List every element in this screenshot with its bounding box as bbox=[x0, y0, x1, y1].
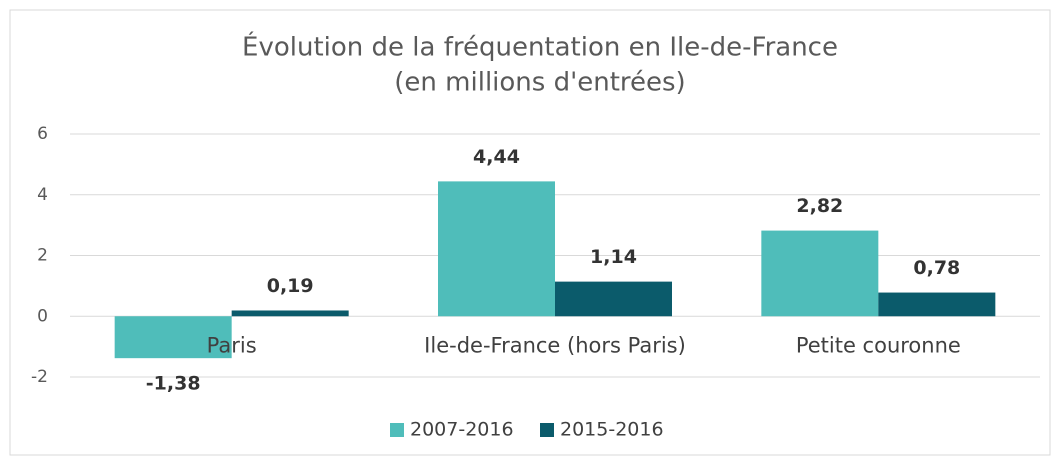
bar bbox=[761, 230, 879, 317]
x-tick-label: Ile-de-France (hors Paris) bbox=[424, 333, 686, 357]
x-tick-label: Petite couronne bbox=[796, 333, 961, 357]
legend-swatch bbox=[540, 423, 554, 437]
data-label: 0,78 bbox=[913, 257, 960, 279]
legend-label: 2007-2016 bbox=[410, 419, 514, 441]
bar bbox=[878, 292, 996, 317]
bar bbox=[231, 310, 349, 317]
legend-label: 2015-2016 bbox=[560, 419, 664, 441]
y-tick-label: 0 bbox=[37, 306, 48, 326]
data-label: 1,14 bbox=[590, 246, 637, 268]
data-label: 4,44 bbox=[473, 146, 520, 168]
y-tick-label: -2 bbox=[31, 367, 48, 387]
chart-subtitle: (en millions d'entrées) bbox=[394, 68, 685, 98]
data-label: 2,82 bbox=[796, 195, 843, 217]
data-label: -1,38 bbox=[146, 373, 201, 395]
y-tick-label: 4 bbox=[37, 185, 48, 205]
y-tick-label: 6 bbox=[37, 124, 48, 144]
bar bbox=[114, 316, 232, 359]
chart-title: Évolution de la fréquentation en Ile-de-… bbox=[242, 31, 838, 63]
data-label: 0,19 bbox=[267, 275, 314, 297]
y-tick-label: 2 bbox=[37, 246, 48, 266]
x-tick-label: Paris bbox=[207, 333, 257, 357]
legend-swatch bbox=[390, 423, 404, 437]
bar bbox=[438, 181, 555, 317]
bar bbox=[555, 281, 672, 317]
